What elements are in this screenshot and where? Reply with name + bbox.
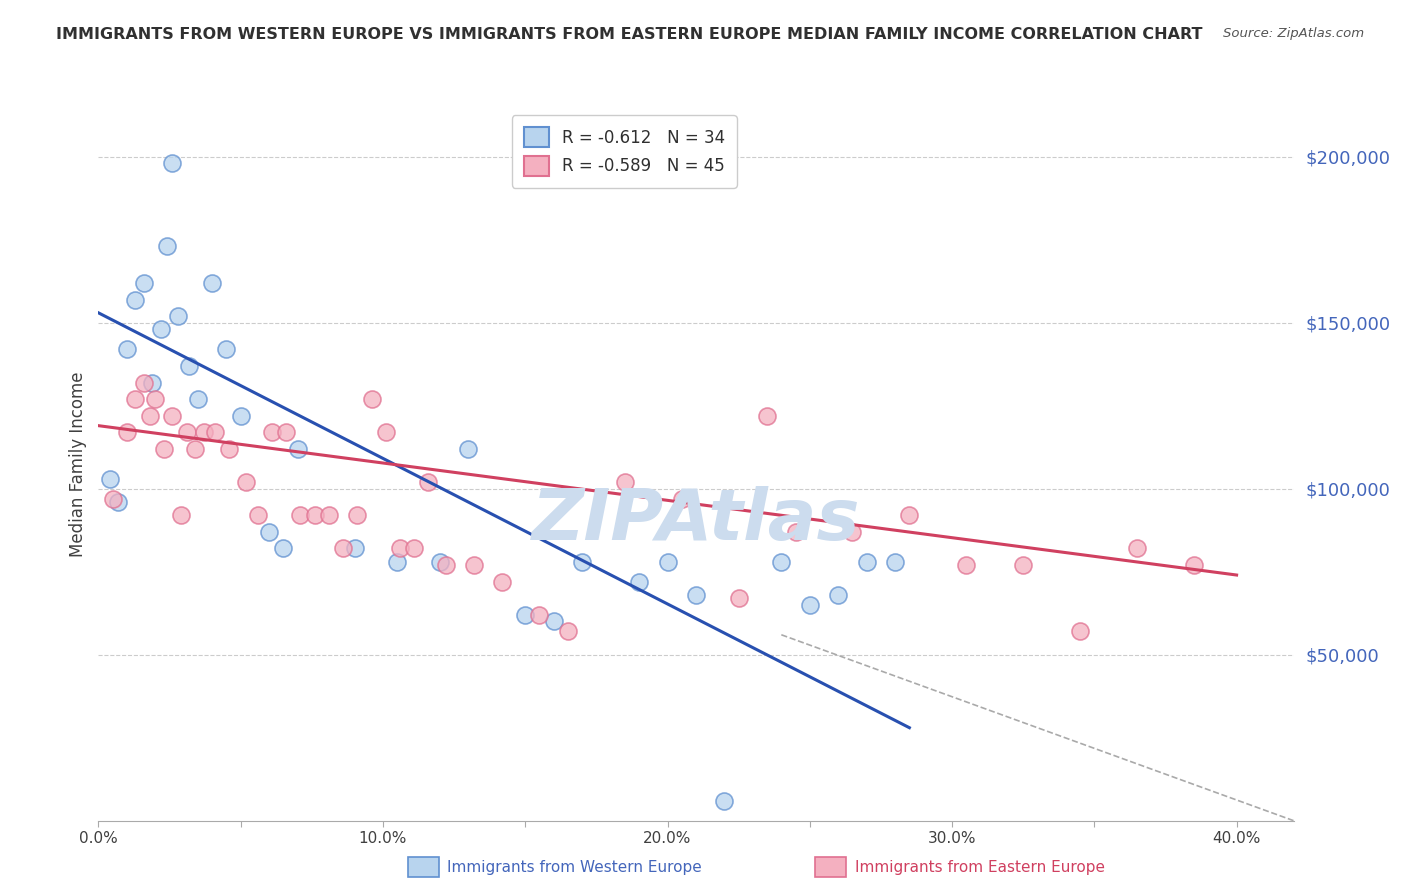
- Point: [1069, 624, 1091, 639]
- Point: [115, 343, 138, 357]
- Point: [374, 425, 396, 440]
- Text: IMMIGRANTS FROM WESTERN EUROPE VS IMMIGRANTS FROM EASTERN EUROPE MEDIAN FAMILY I: IMMIGRANTS FROM WESTERN EUROPE VS IMMIGR…: [56, 27, 1202, 42]
- Point: [1126, 541, 1149, 556]
- Point: [385, 555, 409, 569]
- Point: [529, 607, 551, 622]
- Point: [276, 425, 298, 440]
- Point: [246, 508, 269, 523]
- Point: [156, 239, 179, 253]
- Point: [257, 524, 280, 539]
- Text: Immigrants from Western Europe: Immigrants from Western Europe: [447, 861, 702, 875]
- Point: [132, 376, 155, 390]
- Point: [855, 555, 877, 569]
- Text: Immigrants from Eastern Europe: Immigrants from Eastern Europe: [855, 861, 1105, 875]
- Point: [727, 591, 749, 606]
- Point: [98, 472, 121, 486]
- Point: [153, 442, 176, 456]
- Point: [193, 425, 215, 440]
- Point: [176, 425, 198, 440]
- Point: [799, 598, 821, 612]
- Point: [124, 392, 146, 406]
- Point: [463, 558, 485, 572]
- Point: [1182, 558, 1205, 572]
- Point: [898, 508, 921, 523]
- Y-axis label: Median Family Income: Median Family Income: [69, 371, 87, 557]
- Point: [260, 425, 283, 440]
- Point: [491, 574, 513, 589]
- Point: [657, 555, 679, 569]
- Point: [785, 524, 807, 539]
- Point: [101, 491, 124, 506]
- Point: [184, 442, 207, 456]
- Point: [162, 156, 184, 170]
- Point: [290, 508, 312, 523]
- Point: [215, 343, 238, 357]
- Point: [346, 508, 368, 523]
- Point: [628, 574, 651, 589]
- Text: ZIPAtlas: ZIPAtlas: [531, 486, 860, 556]
- Point: [107, 495, 129, 509]
- Point: [429, 555, 451, 569]
- Point: [201, 276, 224, 290]
- Point: [389, 541, 412, 556]
- Point: [685, 588, 707, 602]
- Point: [332, 541, 354, 556]
- Point: [557, 624, 579, 639]
- Point: [515, 607, 537, 622]
- Point: [457, 442, 479, 456]
- Point: [434, 558, 457, 572]
- Point: [770, 555, 793, 569]
- Point: [141, 376, 163, 390]
- Point: [671, 491, 693, 506]
- Point: [841, 524, 863, 539]
- Point: [162, 409, 184, 423]
- Point: [143, 392, 166, 406]
- Point: [187, 392, 209, 406]
- Point: [132, 276, 155, 290]
- Point: [613, 475, 636, 489]
- Point: [1012, 558, 1035, 572]
- Point: [150, 322, 173, 336]
- Point: [287, 442, 309, 456]
- Text: Source: ZipAtlas.com: Source: ZipAtlas.com: [1223, 27, 1364, 40]
- Point: [955, 558, 977, 572]
- Point: [167, 309, 190, 323]
- Point: [138, 409, 160, 423]
- Point: [360, 392, 382, 406]
- Point: [124, 293, 146, 307]
- Point: [713, 794, 735, 808]
- Point: [884, 555, 907, 569]
- Point: [170, 508, 193, 523]
- Point: [179, 359, 201, 373]
- Point: [571, 555, 593, 569]
- Point: [235, 475, 257, 489]
- Point: [115, 425, 138, 440]
- Point: [343, 541, 366, 556]
- Point: [827, 588, 849, 602]
- Point: [204, 425, 226, 440]
- Point: [318, 508, 340, 523]
- Point: [404, 541, 426, 556]
- Point: [304, 508, 326, 523]
- Point: [273, 541, 295, 556]
- Point: [218, 442, 240, 456]
- Point: [229, 409, 252, 423]
- Point: [543, 615, 565, 629]
- Legend: R = -0.612   N = 34, R = -0.589   N = 45: R = -0.612 N = 34, R = -0.589 N = 45: [512, 115, 737, 187]
- Point: [756, 409, 779, 423]
- Point: [418, 475, 440, 489]
